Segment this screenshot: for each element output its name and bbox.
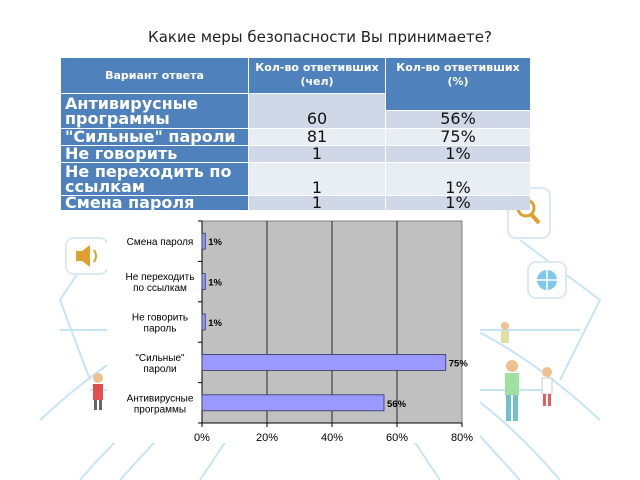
category-label: пароль <box>144 324 177 335</box>
bar <box>201 313 206 331</box>
table-row-label: Антивирусные программы <box>61 94 248 128</box>
table-header-count: Кол-во ответивших (чел) <box>249 58 385 93</box>
table-cell-percent: 56% <box>386 111 530 128</box>
table-cell-count: 60 <box>249 94 385 128</box>
x-tick-label: 80% <box>451 432 473 443</box>
bar-chart: 0% 20% 40% 60% 80% 1% Смена пароля 1% Не переход… <box>126 220 473 444</box>
person-figure-icon <box>541 367 553 406</box>
bar-chart-container: 0% 20% 40% 60% 80% 1% Смена пароля 1% Не переход… <box>107 213 480 444</box>
category-label: "Сильные" <box>135 353 185 364</box>
data-label: 56% <box>387 399 407 410</box>
table-cell-count: 81 <box>249 129 385 145</box>
table-cell-percent: 1% <box>386 146 530 162</box>
data-label: 1% <box>208 237 222 248</box>
bar <box>201 232 206 250</box>
x-tick-label: 40% <box>321 432 343 443</box>
table-cell-percent: 1% <box>386 195 530 211</box>
data-label: 75% <box>449 358 469 369</box>
table-header-option-label: Вариант ответа <box>105 69 204 82</box>
x-tick-label: 60% <box>386 432 408 443</box>
table-cell-count: 1 <box>249 195 385 211</box>
table-row-label: Не говорить пароль <box>61 146 248 177</box>
category-label: Не переходить <box>126 272 195 283</box>
person-figure-icon <box>505 360 519 421</box>
bar <box>201 394 385 412</box>
category-label: программы <box>134 404 186 415</box>
x-tick-label: 20% <box>256 432 278 443</box>
table-header-percent: Кол-во ответивших (%) <box>386 58 530 110</box>
data-label: 1% <box>208 278 222 289</box>
table-header-count-label: Кол-во ответивших (чел) <box>255 61 379 88</box>
bar <box>201 273 206 290</box>
data-label: 1% <box>208 318 222 329</box>
category-label: Не говорить <box>132 313 188 324</box>
table-row-label: "Сильные" пароли <box>61 129 248 145</box>
category-label: пароли <box>143 364 176 375</box>
table-cell-count: 1 <box>249 146 385 162</box>
bar <box>201 353 447 371</box>
x-tick-label: 0% <box>194 432 210 443</box>
table-cell-percent: 75% <box>386 129 530 145</box>
table-header-option: Вариант ответа <box>61 58 248 93</box>
globe-icon <box>527 261 567 299</box>
table-header-percent-label: Кол-во ответивших (%) <box>396 61 520 88</box>
category-label: Смена пароля <box>127 237 194 248</box>
category-label: по ссылкам <box>133 283 187 294</box>
speaker-icon <box>65 237 109 275</box>
person-figure-icon <box>93 373 103 410</box>
table-row-label: Не переходить по ссылкам <box>61 163 248 195</box>
table-cell-count: 1 <box>249 163 385 196</box>
category-label: Антивирусные <box>127 393 194 404</box>
table-row-label: Смена пароля <box>61 195 248 211</box>
page-title: Какие меры безопасности Вы принимаете? <box>148 28 492 46</box>
results-table: Вариант ответа Кол-во ответивших (чел) К… <box>61 58 530 211</box>
table-cell-percent: 1% <box>386 163 530 196</box>
person-figure-icon <box>501 322 509 343</box>
